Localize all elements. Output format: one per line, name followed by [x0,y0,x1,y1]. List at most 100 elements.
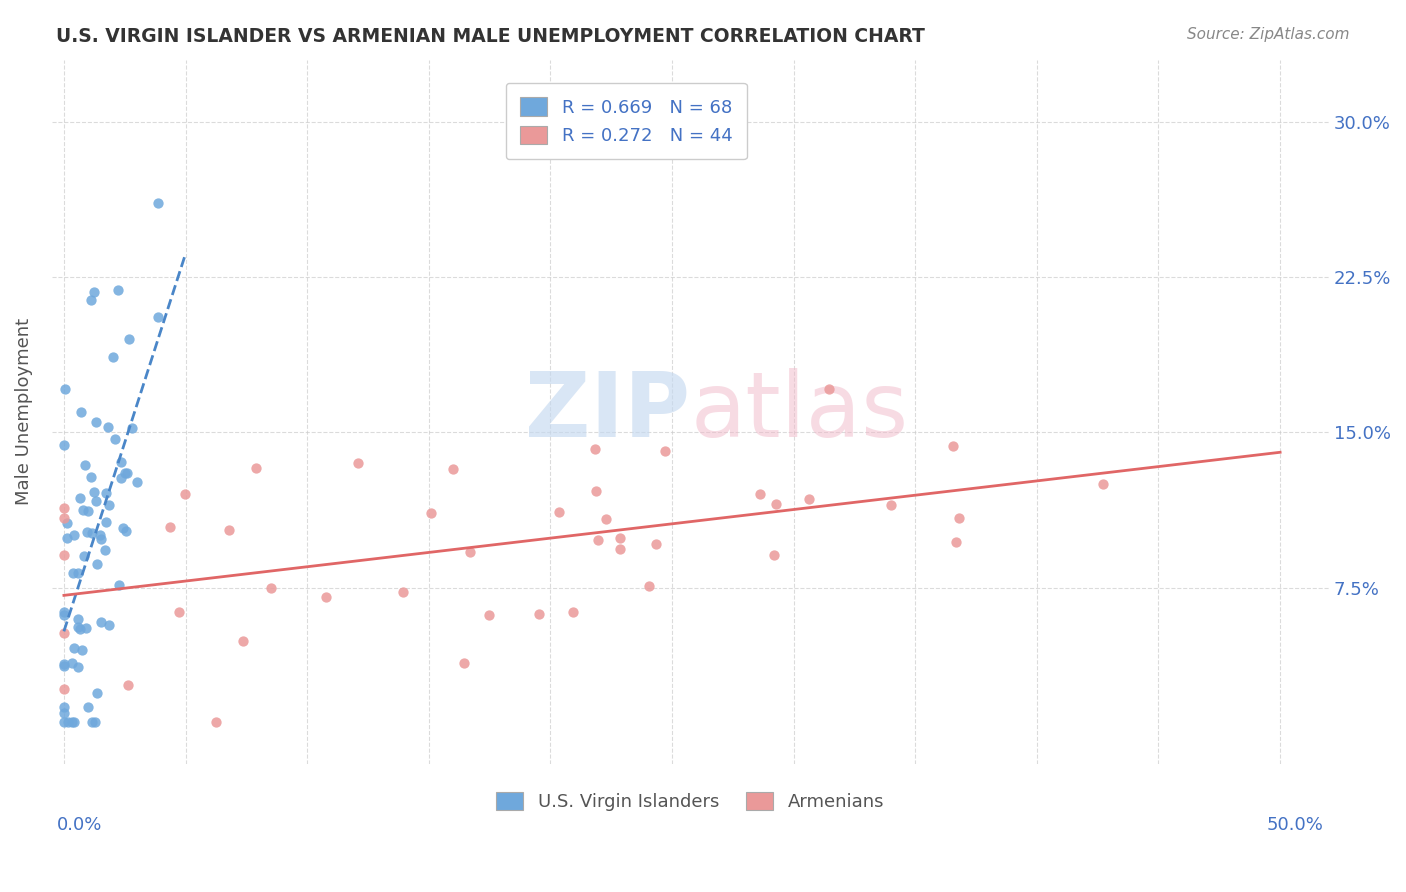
Point [104,433,127,447]
Point [315,590,337,604]
Point [232,634,254,648]
Point [114,466,136,480]
Text: Source: ZipAtlas.com: Source: ZipAtlas.com [1187,27,1350,42]
Y-axis label: Male Unemployment: Male Unemployment [15,318,32,505]
Point [644,537,666,551]
Point [245,461,267,475]
Point [56,516,79,530]
Point [52,699,75,714]
Point [945,535,967,549]
Point [66,660,89,674]
Point [93,542,115,557]
Text: atlas: atlas [690,368,908,456]
Point [62,528,84,542]
Point [797,492,820,507]
Point [115,524,138,539]
Point [942,439,965,453]
Point [548,504,571,518]
Point [125,475,148,489]
Point [83,485,105,500]
Point [56,715,79,730]
Point [83,285,105,299]
Point [70,405,93,419]
Point [82,526,104,541]
Point [72,503,94,517]
Point [763,548,786,562]
Point [52,658,75,673]
Point [115,466,138,480]
Point [73,549,96,563]
Point [90,532,112,546]
Point [107,578,129,592]
Point [1091,477,1114,491]
Point [110,471,132,485]
Point [84,494,107,508]
Point [112,521,135,535]
Point [84,415,107,429]
Point [609,531,631,545]
Point [53,382,76,396]
Point [63,715,86,730]
Point [67,612,90,626]
Point [77,700,100,714]
Point [458,545,481,559]
Point [654,444,676,458]
Point [76,524,98,539]
Point [82,715,104,730]
Legend: U.S. Virgin Islanders, Armenians: U.S. Virgin Islanders, Armenians [489,784,891,818]
Point [98,498,121,512]
Point [637,578,659,592]
Point [52,715,75,730]
Point [52,706,75,721]
Point [89,528,111,542]
Point [121,421,143,435]
Point [52,681,75,696]
Point [169,605,191,619]
Point [90,615,112,630]
Point [52,605,75,619]
Point [453,656,475,670]
Point [948,511,970,525]
Point [67,620,90,634]
Point [117,678,139,692]
Point [60,715,83,730]
Point [880,499,903,513]
Point [86,686,108,700]
Point [84,714,107,729]
Point [118,332,141,346]
Point [346,456,368,470]
Point [101,350,124,364]
Point [441,462,464,476]
Point [765,497,787,511]
Point [52,607,75,622]
Point [56,531,79,545]
Point [259,581,281,595]
Text: U.S. VIRGIN ISLANDER VS ARMENIAN MALE UNEMPLOYMENT CORRELATION CHART: U.S. VIRGIN ISLANDER VS ARMENIAN MALE UN… [56,27,925,45]
Point [52,626,75,640]
Point [77,504,100,518]
Point [62,566,84,580]
Point [80,469,103,483]
Point [94,485,117,500]
Point [585,483,607,498]
Point [748,487,770,501]
Point [562,605,585,619]
Text: ZIP: ZIP [524,368,690,456]
Point [70,643,93,657]
Point [392,585,415,599]
Point [529,607,551,621]
Point [586,533,609,548]
Point [73,458,96,472]
Text: 50.0%: 50.0% [1267,815,1324,834]
Point [97,618,120,632]
Point [66,566,89,580]
Point [218,523,240,537]
Text: 0.0%: 0.0% [56,815,103,834]
Point [419,506,441,520]
Point [478,608,501,623]
Point [205,715,228,730]
Point [96,419,118,434]
Point [595,512,617,526]
Point [146,310,169,325]
Point [146,195,169,210]
